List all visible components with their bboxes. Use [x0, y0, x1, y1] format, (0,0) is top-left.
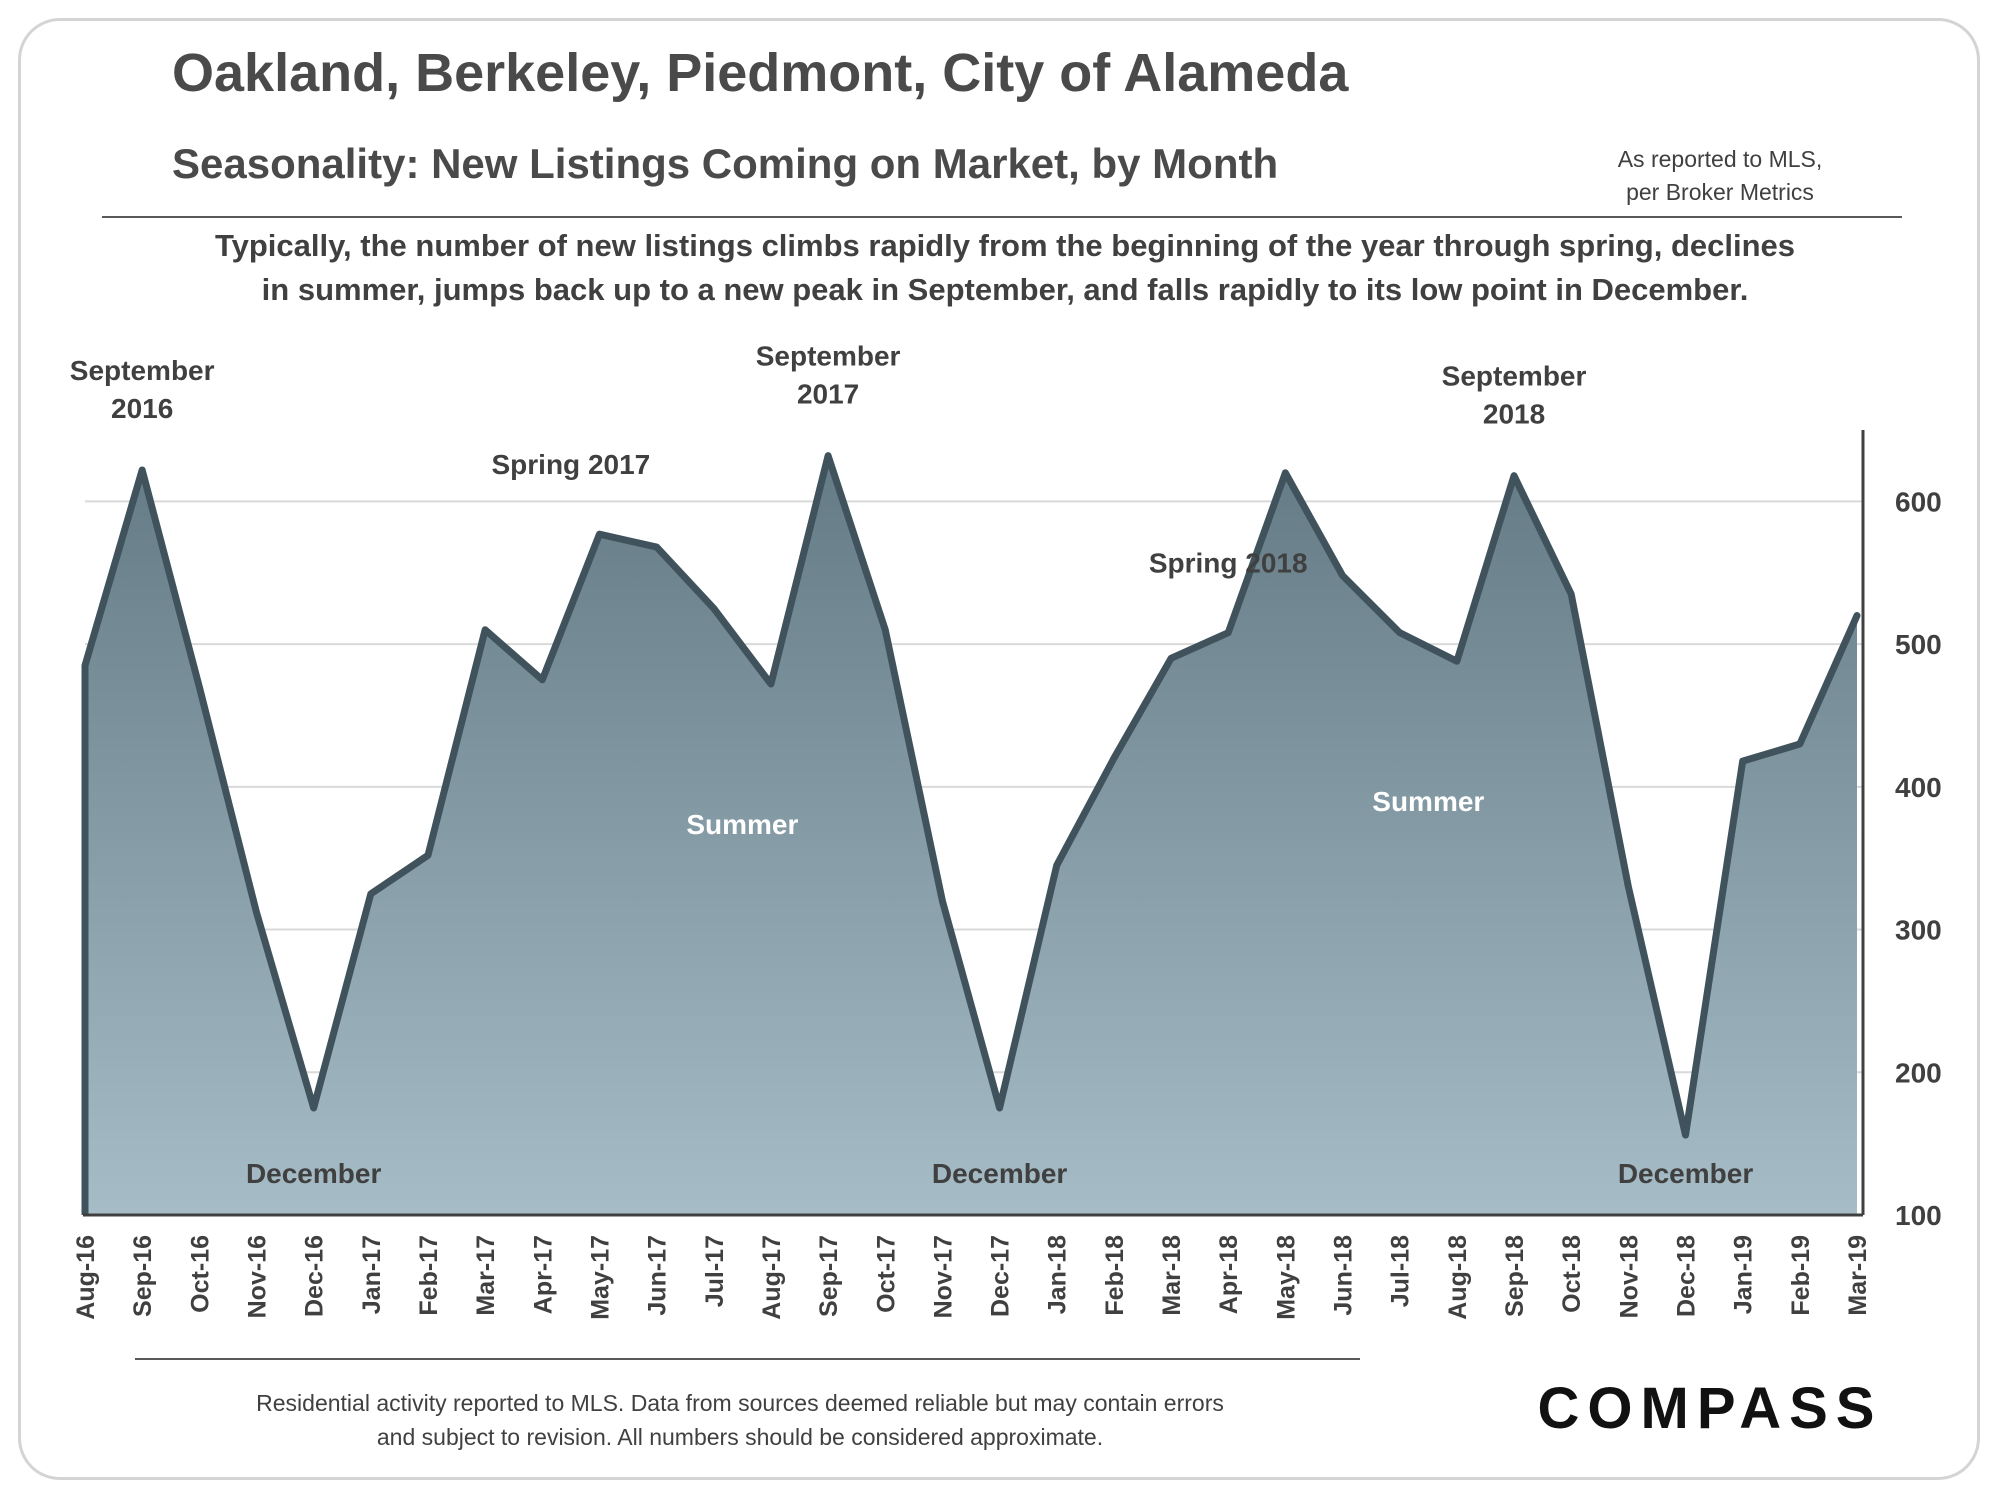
y-tick-label-400: 400	[1895, 772, 1942, 803]
x-tick-label-Mar-17: Mar-17	[472, 1235, 500, 1316]
data-point-Jan-19	[1739, 758, 1746, 765]
annotation-summer-2017: Summer	[686, 809, 798, 840]
x-tick-label-Nov-18: Nov-18	[1615, 1235, 1643, 1318]
x-tick-label-Dec-16: Dec-16	[301, 1235, 329, 1317]
source-note-line1: As reported to MLS,	[1617, 146, 1823, 172]
data-point-Feb-17	[424, 852, 431, 859]
data-point-Aug-16	[82, 662, 88, 669]
x-tick-label-Apr-18: Apr-18	[1215, 1235, 1243, 1314]
data-point-Jul-18	[1396, 629, 1403, 636]
data-point-Dec-16	[310, 1104, 317, 1111]
data-point-Oct-16	[196, 683, 203, 690]
data-point-Nov-17	[939, 898, 946, 904]
x-tick-label-Sep-16: Sep-16	[129, 1235, 157, 1317]
data-point-Sep-16	[139, 466, 146, 473]
data-point-Feb-18	[1110, 755, 1117, 762]
data-point-Jun-18	[1339, 572, 1346, 579]
description-line1: Typically, the number of new listings cl…	[214, 228, 1796, 263]
x-tick-label-Oct-18: Oct-18	[1558, 1235, 1586, 1313]
x-tick-label-May-17: May-17	[586, 1235, 614, 1320]
x-tick-label-Mar-19: Mar-19	[1844, 1235, 1872, 1316]
data-point-Aug-17	[767, 681, 774, 688]
data-point-Sep-17	[825, 452, 832, 459]
annotation-spring-2017: Spring 2017	[492, 449, 651, 480]
data-point-Nov-18	[1625, 883, 1632, 890]
data-point-May-17	[596, 531, 603, 538]
footnote-line2: and subject to revision. All numbers sho…	[376, 1424, 1104, 1450]
annotation-dec-2017: December	[932, 1158, 1068, 1189]
series-line	[81, 452, 1861, 1139]
x-tick-label-Feb-18: Feb-18	[1101, 1235, 1129, 1316]
y-tick-label-200: 200	[1895, 1057, 1942, 1088]
x-tick-label-Nov-17: Nov-17	[929, 1235, 957, 1318]
x-tick-label-Aug-16: Aug-16	[72, 1235, 100, 1320]
source-note-line2: per Broker Metrics	[1626, 179, 1814, 205]
data-point-Jan-18	[1053, 862, 1060, 869]
annotation-sep-2018: September 2018	[1442, 361, 1587, 430]
annotation-summer-2018: Summer	[1372, 786, 1484, 817]
compass-logo-text: COMPASS	[1538, 1376, 1883, 1441]
x-tick-label-Jun-18: Jun-18	[1330, 1235, 1358, 1316]
compass-logo: COMPASS	[1538, 1376, 1883, 1441]
annotation-spring-2018: Spring 2018	[1149, 548, 1308, 579]
x-tick-label-Jun-17: Jun-17	[644, 1235, 672, 1316]
data-point-Feb-19	[1796, 741, 1803, 747]
series-area	[85, 455, 1857, 1215]
y-tick-label-500: 500	[1895, 629, 1942, 660]
description-line2: in summer, jumps back up to a new peak i…	[261, 272, 1749, 307]
annotation-sep-2017: September 2017	[756, 341, 901, 410]
footnote-line1: Residential activity reported to MLS. Da…	[256, 1390, 1224, 1416]
x-tick-label-Jan-17: Jan-17	[358, 1235, 386, 1314]
chart-card	[18, 18, 1980, 1480]
source-note: As reported to MLS, per Broker Metrics	[1560, 143, 1880, 209]
data-point-Apr-17	[539, 676, 546, 683]
x-tick-label-Feb-17: Feb-17	[415, 1235, 443, 1316]
chart-subtitle: Seasonality: New Listings Coming on Mark…	[172, 140, 1279, 187]
x-tick-label-Jan-18: Jan-18	[1044, 1235, 1072, 1314]
data-point-Oct-18	[1568, 591, 1575, 598]
data-point-Aug-18	[1453, 658, 1460, 665]
data-point-Sep-18	[1511, 472, 1518, 479]
y-tick-label-300: 300	[1895, 915, 1942, 946]
data-point-Jan-17	[367, 890, 374, 897]
chart-title: Oakland, Berkeley, Piedmont, City of Ala…	[172, 43, 1349, 103]
data-point-Nov-16	[253, 909, 260, 916]
data-point-Apr-18	[1225, 629, 1232, 636]
data-point-Oct-17	[882, 626, 889, 633]
x-tick-label-Dec-17: Dec-17	[987, 1235, 1015, 1317]
x-tick-label-Jan-19: Jan-19	[1730, 1235, 1758, 1314]
x-tick-label-Oct-16: Oct-16	[186, 1235, 214, 1313]
y-tick-label-600: 600	[1895, 486, 1942, 517]
chart-description: Typically, the number of new listings cl…	[160, 224, 1850, 312]
x-tick-label-Aug-18: Aug-18	[1444, 1235, 1472, 1320]
x-tick-label-Jul-18: Jul-18	[1387, 1235, 1415, 1307]
y-tick-label-100: 100	[1895, 1200, 1942, 1231]
x-tick-label-Aug-17: Aug-17	[758, 1235, 786, 1320]
data-point-Mar-17	[482, 626, 489, 633]
annotation-dec-2018: December	[1618, 1158, 1754, 1189]
x-tick-label-Sep-17: Sep-17	[815, 1235, 843, 1317]
x-tick-label-Oct-17: Oct-17	[872, 1235, 900, 1313]
x-tick-label-Apr-17: Apr-17	[529, 1235, 557, 1314]
header-divider	[102, 216, 1902, 218]
x-tick-label-Sep-18: Sep-18	[1501, 1235, 1529, 1317]
data-point-Dec-18	[1682, 1132, 1689, 1139]
footer-divider	[135, 1358, 1360, 1360]
x-tick-label-Nov-16: Nov-16	[243, 1235, 271, 1318]
data-point-Mar-19	[1854, 612, 1860, 619]
annotation-dec-2016: December	[246, 1158, 382, 1189]
data-point-Dec-17	[996, 1104, 1003, 1111]
data-point-May-18	[1282, 469, 1289, 476]
x-tick-label-Jul-17: Jul-17	[701, 1235, 729, 1307]
data-point-Jun-17	[653, 544, 660, 551]
x-tick-label-Feb-19: Feb-19	[1787, 1235, 1815, 1316]
data-point-Mar-18	[1168, 655, 1175, 662]
x-tick-label-May-18: May-18	[1272, 1235, 1300, 1320]
x-tick-label-Dec-18: Dec-18	[1673, 1235, 1701, 1317]
annotation-sep-2016: September 2016	[70, 355, 215, 424]
x-tick-label-Mar-18: Mar-18	[1158, 1235, 1186, 1316]
data-point-Jul-17	[710, 605, 717, 612]
footnote: Residential activity reported to MLS. Da…	[140, 1386, 1340, 1454]
